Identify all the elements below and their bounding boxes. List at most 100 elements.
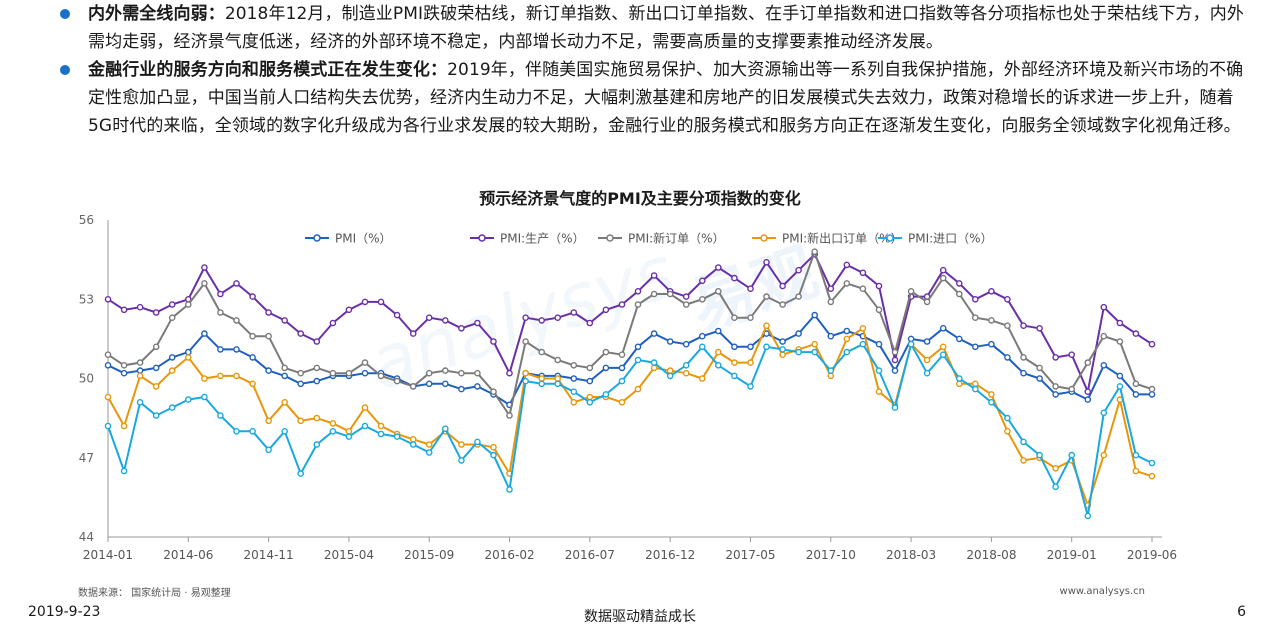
data-point xyxy=(120,422,128,430)
data-point xyxy=(779,346,786,353)
data-point xyxy=(1148,472,1156,480)
y-tick-label: 47 xyxy=(79,451,94,465)
data-point xyxy=(168,314,176,321)
data-point xyxy=(618,351,626,358)
data-point xyxy=(715,288,722,295)
data-point xyxy=(1004,427,1011,435)
data-point xyxy=(1100,451,1108,459)
data-point xyxy=(843,261,851,269)
data-point xyxy=(1052,483,1059,491)
data-point xyxy=(859,269,867,277)
data-point xyxy=(666,367,674,374)
data-point xyxy=(650,330,658,337)
data-point xyxy=(602,306,610,314)
data-point xyxy=(1132,391,1140,398)
bullet-lead: 金融行业的服务方向和服务模式正在发生变化： xyxy=(88,60,448,80)
data-point xyxy=(1020,457,1027,464)
data-point xyxy=(249,380,256,388)
data-point xyxy=(136,359,144,366)
data-point xyxy=(152,343,160,351)
legend-entry: PMI（%） xyxy=(335,232,392,246)
data-point xyxy=(586,393,594,401)
data-point xyxy=(650,290,658,298)
data-point xyxy=(233,280,240,287)
data-point xyxy=(891,348,899,356)
data-point xyxy=(538,375,546,382)
data-point xyxy=(650,359,658,366)
data-point xyxy=(249,427,256,435)
data-point xyxy=(425,441,433,448)
data-point xyxy=(425,314,433,321)
data-point xyxy=(1036,324,1043,332)
data-point xyxy=(699,296,706,303)
data-point xyxy=(875,282,883,290)
data-point xyxy=(1052,391,1059,398)
legend-entry: PMI:生产（%） xyxy=(500,232,585,246)
data-point xyxy=(795,330,802,337)
data-point xyxy=(184,396,192,403)
data-point xyxy=(875,306,883,314)
data-point xyxy=(923,298,931,306)
data-point xyxy=(409,435,417,443)
data-point xyxy=(956,280,963,287)
data-point xyxy=(682,340,690,348)
data-point xyxy=(297,417,305,425)
data-point xyxy=(168,404,176,411)
bullet-dot-icon xyxy=(60,9,70,19)
data-point xyxy=(1004,414,1011,422)
data-point xyxy=(972,343,979,351)
data-point xyxy=(1148,459,1156,467)
data-point xyxy=(618,364,626,372)
data-point xyxy=(538,348,546,356)
data-point xyxy=(120,467,128,475)
data-point xyxy=(217,346,224,353)
data-point xyxy=(988,317,995,324)
data-point xyxy=(891,404,899,411)
data-point xyxy=(699,343,706,351)
bullet-item: 金融行业的服务方向和服务模式正在发生变化：2019年，伴随美国实施贸易保护、加大… xyxy=(56,56,1256,140)
data-point xyxy=(634,343,642,351)
data-point xyxy=(136,398,144,406)
data-point xyxy=(827,367,835,374)
data-point xyxy=(763,322,770,329)
data-point xyxy=(1148,340,1156,348)
data-point xyxy=(731,314,738,321)
data-point xyxy=(506,486,513,493)
data-point xyxy=(490,443,497,451)
data-point xyxy=(425,380,433,388)
data-point xyxy=(779,282,786,290)
data-point xyxy=(923,356,931,364)
x-tick-label: 2016-12 xyxy=(645,548,695,562)
data-point xyxy=(763,343,770,351)
data-point xyxy=(120,361,128,369)
data-point xyxy=(731,274,738,282)
data-point xyxy=(1052,354,1059,361)
data-point xyxy=(458,369,465,377)
data-point xyxy=(554,380,562,388)
data-point xyxy=(763,259,770,266)
data-point xyxy=(458,457,465,464)
data-point xyxy=(104,422,112,430)
data-point xyxy=(956,335,963,343)
data-point xyxy=(136,303,144,311)
data-point xyxy=(875,340,883,348)
data-point xyxy=(425,369,433,377)
data-point xyxy=(136,372,144,380)
data-point xyxy=(329,319,337,327)
bullet-item: 内外需全线向弱：2018年12月，制造业PMI跌破荣枯线，新订单指数、新出口订单… xyxy=(56,0,1256,56)
data-point xyxy=(458,324,465,332)
data-point xyxy=(1020,354,1027,361)
data-point xyxy=(779,301,786,308)
data-point xyxy=(1036,364,1043,372)
data-point xyxy=(281,398,289,406)
data-point xyxy=(233,427,240,435)
data-point xyxy=(265,309,272,316)
legend-entry: PMI:进口（%） xyxy=(908,232,993,246)
data-point xyxy=(554,375,562,382)
data-point xyxy=(956,380,963,388)
data-point xyxy=(522,377,529,385)
data-point xyxy=(393,433,401,440)
data-point xyxy=(217,290,224,298)
data-point xyxy=(441,317,449,324)
data-point xyxy=(891,356,899,364)
